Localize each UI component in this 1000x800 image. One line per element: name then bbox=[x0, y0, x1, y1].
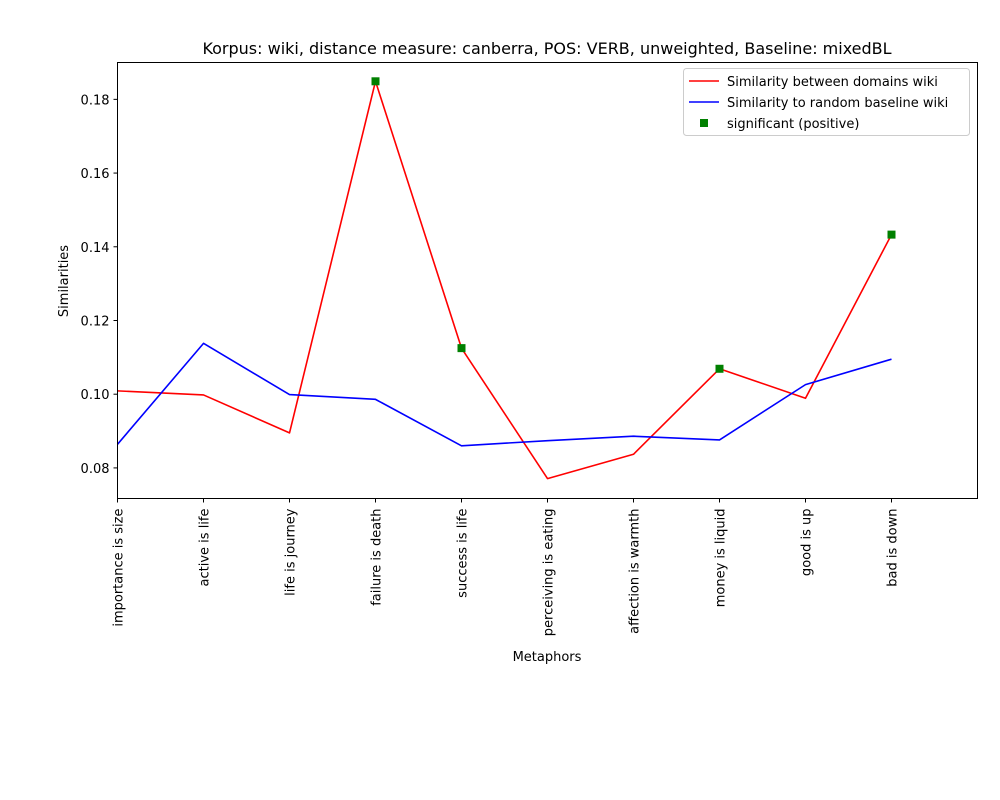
y-tick-label: 0.16 bbox=[81, 167, 110, 182]
x-tick-label-bad-is-down: bad is down bbox=[886, 509, 901, 587]
x-tick-label-affection-is-warmth: affection is warmth bbox=[628, 509, 643, 634]
x-tick-label-active-is-life: active is life bbox=[198, 509, 213, 587]
significant-marker bbox=[457, 344, 466, 353]
significant-marker bbox=[371, 77, 380, 86]
significant-marker bbox=[715, 364, 724, 373]
significant-marker bbox=[887, 230, 896, 239]
y-tick-label: 0.18 bbox=[81, 93, 110, 108]
y-axis-title: Similarities bbox=[57, 245, 72, 317]
y-tick-label: 0.10 bbox=[81, 388, 110, 403]
series-layer bbox=[116, 77, 896, 480]
chart-title: Korpus: wiki, distance measure: canberra… bbox=[202, 39, 891, 58]
x-tick-label-failure-is-death: failure is death bbox=[370, 509, 385, 606]
x-tick-label-money-is-liquid: money is liquid bbox=[714, 509, 729, 608]
legend-swatch-significant-positive bbox=[700, 119, 708, 127]
x-tick-label-life-is-journey: life is journey bbox=[284, 508, 299, 596]
y-tick-label: 0.08 bbox=[81, 462, 110, 477]
y-tick-label: 0.12 bbox=[81, 314, 110, 329]
y-axis: 0.08 0.10 0.12 0.14 0.16 0.18 bbox=[81, 93, 118, 477]
x-axis-title: Metaphors bbox=[513, 650, 582, 665]
x-tick-label-importance-is-size: importance is size bbox=[112, 509, 127, 627]
y-tick-label: 0.14 bbox=[81, 241, 110, 256]
series-line-similarity-between-domains-wiki bbox=[117, 80, 893, 480]
legend-label-significant-positive: significant (positive) bbox=[727, 117, 859, 132]
legend-label-similarity-to-random-baseline: Similarity to random baseline wiki bbox=[727, 96, 948, 111]
legend-label-similarity-between-domains: Similarity between domains wiki bbox=[727, 75, 938, 90]
x-tick-label-perceiving-is-eating: perceiving is eating bbox=[542, 509, 557, 637]
x-axis: importance is size active is life life is … bbox=[112, 498, 901, 637]
series-line-similarity-to-random-baseline-wiki bbox=[116, 342, 892, 447]
legend-frame bbox=[683, 68, 970, 136]
legend: Similarity between domains wiki Similari… bbox=[683, 68, 970, 136]
x-tick-label-success-is-life: success is life bbox=[456, 509, 471, 598]
x-tick-label-good-is-up: good is up bbox=[800, 509, 815, 577]
